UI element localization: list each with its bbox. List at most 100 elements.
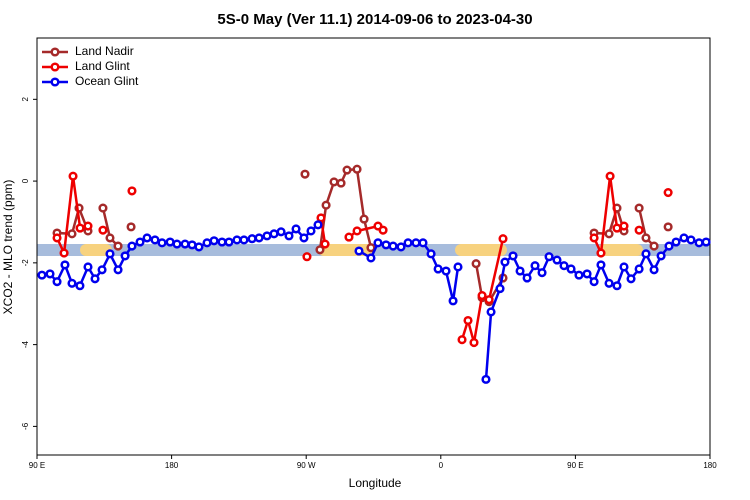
data-point <box>641 249 651 259</box>
data-point <box>641 233 651 243</box>
data-point <box>52 277 62 287</box>
legend-label: Ocean Glint <box>75 74 139 88</box>
data-point <box>426 249 436 259</box>
data-point <box>481 374 491 384</box>
data-point <box>239 235 249 245</box>
data-point <box>105 249 115 259</box>
data-point <box>187 240 197 250</box>
data-point <box>232 235 242 245</box>
series <box>54 166 672 305</box>
data-point <box>336 178 346 188</box>
data-point <box>664 241 674 251</box>
data-point <box>619 221 629 231</box>
x-tick-label: 0 <box>439 461 444 470</box>
data-point <box>453 262 463 272</box>
data-point <box>589 233 599 243</box>
data-point <box>498 234 508 244</box>
data-point <box>262 231 272 241</box>
data-point <box>90 274 100 284</box>
data-point <box>344 232 354 242</box>
data-point <box>626 274 636 284</box>
data-point <box>694 238 704 248</box>
data-point <box>522 273 532 283</box>
data-point <box>686 235 696 245</box>
x-axis-label: Longitude <box>349 476 402 490</box>
data-point <box>352 226 362 236</box>
data-point <box>403 238 413 248</box>
data-point <box>354 246 364 256</box>
data-point <box>329 177 339 187</box>
data-point <box>306 226 316 236</box>
data-point <box>142 233 152 243</box>
x-tick-label: 180 <box>165 461 179 470</box>
x-tick-label: 90 W <box>297 461 316 470</box>
data-point <box>217 237 227 247</box>
x-tick-label: 180 <box>703 461 717 470</box>
data-point <box>194 242 204 252</box>
data-point <box>537 268 547 278</box>
land-patch <box>80 244 112 256</box>
legend-label: Land Glint <box>75 59 130 73</box>
data-point <box>98 203 108 213</box>
data-point <box>463 315 473 326</box>
data-point <box>45 269 55 279</box>
data-point <box>605 171 615 181</box>
data-point <box>441 266 451 276</box>
data-point <box>75 281 85 291</box>
data-point <box>150 235 160 245</box>
data-point <box>484 295 494 305</box>
data-point <box>342 165 352 175</box>
data-point <box>254 233 264 243</box>
data-point <box>634 264 644 274</box>
legend-marker <box>50 77 60 87</box>
data-point <box>671 237 681 247</box>
data-point <box>59 248 69 258</box>
data-point <box>634 203 644 213</box>
data-point <box>127 241 137 251</box>
land-patch <box>598 244 643 256</box>
data-point <box>471 259 481 269</box>
data-point <box>359 214 369 224</box>
data-point <box>649 265 659 275</box>
data-point <box>663 222 673 232</box>
data-point <box>582 269 592 279</box>
data-point <box>105 233 115 243</box>
data-point <box>604 229 614 239</box>
data-point <box>316 213 326 223</box>
data-point <box>596 248 606 258</box>
data-point <box>508 251 518 261</box>
data-point <box>202 238 212 248</box>
data-point <box>433 264 443 274</box>
data-point <box>126 222 136 232</box>
y-tick-label: -4 <box>21 341 30 349</box>
data-point <box>165 237 175 247</box>
data-point <box>37 270 47 280</box>
data-point <box>701 237 711 247</box>
data-point <box>120 251 130 261</box>
data-point <box>612 223 622 233</box>
legend-label: Land Nadir <box>75 44 134 58</box>
y-axis-label: XCO2 - MLO trend (ppm) <box>1 180 15 315</box>
data-point <box>291 224 301 234</box>
data-point <box>113 265 123 275</box>
data-point <box>75 223 85 233</box>
series <box>54 173 672 346</box>
data-point <box>381 240 391 250</box>
data-point <box>127 186 137 196</box>
data-point <box>352 164 362 174</box>
data-point <box>418 238 428 248</box>
data-point <box>656 251 666 261</box>
data-point <box>135 237 145 247</box>
land-patch <box>455 244 507 256</box>
data-point <box>619 262 629 272</box>
x-tick-label: 90 E <box>29 461 45 470</box>
data-point <box>224 237 234 247</box>
data-point <box>98 225 108 235</box>
legend-marker <box>50 47 60 57</box>
data-point <box>530 261 540 271</box>
data-point <box>457 335 467 345</box>
data-point <box>97 265 107 275</box>
data-point <box>366 243 376 253</box>
